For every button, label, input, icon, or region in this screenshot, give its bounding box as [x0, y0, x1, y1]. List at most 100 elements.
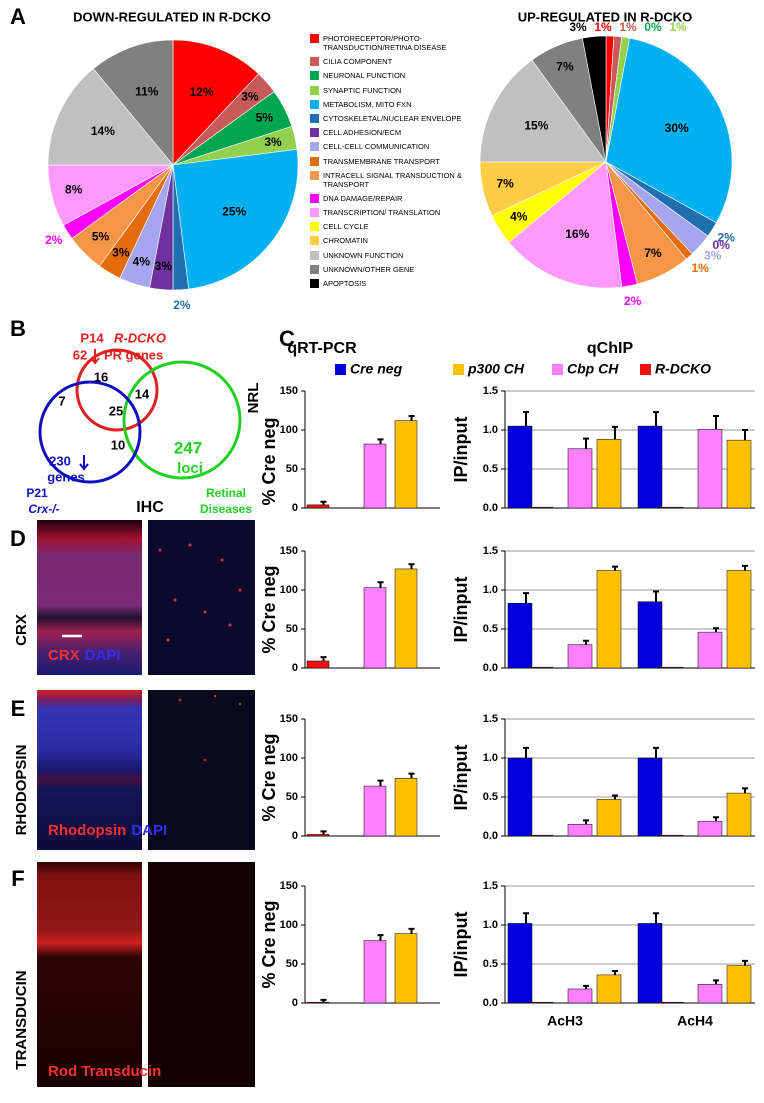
error-bar [377, 581, 384, 588]
y-tick-label: 1.5 [483, 713, 498, 725]
bar [567, 644, 593, 669]
pie-value-label: 15% [524, 119, 548, 133]
bar [528, 506, 554, 509]
y-tick-label: 0.0 [483, 830, 498, 842]
pie-value-label: 4% [133, 255, 151, 269]
legend-label: METABOLISM, MITO FXN [323, 99, 412, 109]
y-axis-label: % Cre neg [259, 900, 279, 988]
legend-swatch [310, 236, 319, 246]
y-tick-label: 0.5 [483, 958, 498, 970]
bar [726, 792, 752, 837]
legend-item: TRANSCRIPTION/ TRANSLATION [310, 208, 478, 218]
y-tick-label: 0 [292, 502, 298, 514]
legend-label: CILIA COMPONENT [323, 57, 393, 67]
ihc-image [148, 690, 255, 850]
bar [697, 820, 723, 837]
bar [306, 504, 330, 509]
venn-title: Retinal [206, 486, 246, 500]
bar [507, 425, 533, 509]
legend-label: NEURONAL FUNCTION [323, 71, 406, 81]
bar [596, 570, 622, 669]
legend-label: TRANSMEMBRANE TRANSPORT [323, 156, 440, 166]
ihc-image [148, 520, 255, 675]
pie-value-label: 0% [644, 20, 662, 34]
ihc-caption: Rhodopsin DAPI [48, 822, 167, 839]
error-bar [320, 500, 327, 505]
legend-label: DNA DAMAGE/REPAIR [323, 193, 403, 203]
pie-value-label: 30% [665, 121, 689, 135]
ihc-image [37, 690, 142, 850]
pie-value-label: 7% [644, 246, 662, 260]
bar [306, 660, 330, 669]
error-bar [653, 411, 659, 427]
legend-swatch [310, 170, 319, 180]
ihc-title: IHC [136, 499, 164, 516]
pie-slice: METABOLISM, MITO FXN [605, 37, 733, 224]
pie-title: UP-REGULATED IN R-DCKO [518, 9, 693, 24]
legend-item: DNA DAMAGE/REPAIR [310, 193, 478, 203]
error-bar [742, 787, 748, 794]
y-tick-label: 1.0 [483, 919, 498, 931]
legend-item: UNKNOWN/OTHER GENE [310, 264, 478, 274]
pie-value-label: 12% [190, 85, 214, 99]
error-bar [523, 746, 529, 758]
legend-label: Cre neg [350, 361, 403, 377]
y-tick-label: 100 [280, 424, 298, 436]
pie-value-label: 0% [713, 238, 731, 252]
y-tick-label: 50 [286, 623, 298, 635]
legend-swatch [310, 99, 319, 109]
error-bar [583, 639, 589, 645]
panel-letter: D [10, 526, 26, 551]
legend-swatch [310, 156, 319, 166]
bar [658, 1001, 684, 1004]
pie-value-label: 5% [256, 111, 274, 125]
y-tick-label: 100 [280, 919, 298, 931]
y-tick-label: 1.0 [483, 584, 498, 596]
legend-swatch [310, 34, 319, 43]
legend-swatch [310, 250, 319, 260]
legend-label: CYTOSKELETAL/NUCLEAR ENVELOPE [323, 113, 462, 123]
legend-swatch [453, 364, 464, 375]
gene-label: NRL [245, 383, 262, 414]
bar [726, 965, 752, 1004]
ihc-image [148, 862, 255, 1087]
ihc-dots [158, 543, 242, 642]
y-tick-label: 0 [292, 830, 298, 842]
bar [528, 1001, 554, 1004]
legend-swatch [310, 193, 319, 203]
pie-value-label: 2% [45, 233, 63, 247]
error-bar [523, 592, 529, 604]
pie-value-label: 3% [264, 135, 282, 149]
legend-label: UNKNOWN/OTHER GENE [323, 264, 415, 274]
bar [658, 666, 684, 669]
legend-item: INTRACELL SIGNAL TRANSDUCTION & TRANSPOR… [310, 170, 478, 189]
x-tick-label: AcH4 [677, 1013, 713, 1029]
venn-title: R-DCKO [114, 330, 166, 345]
venn-region-count: 25 [109, 403, 123, 418]
legend-item: CELL-CELL COMMUNICATION [310, 142, 478, 152]
y-axis-label: % Cre neg [259, 733, 279, 821]
y-tick-label: 150 [280, 545, 298, 557]
venn-title: Crx-/- [28, 502, 59, 516]
legend-swatch [310, 279, 319, 288]
bar [658, 506, 684, 509]
ihc-image [37, 862, 142, 1087]
legend-swatch [310, 264, 319, 274]
venn-circle [38, 380, 142, 484]
pie-value-label: 11% [135, 84, 159, 98]
error-bar [320, 998, 327, 1003]
legend-swatch [310, 208, 319, 218]
legend-item: CYTOSKELETAL/NUCLEAR ENVELOPE [310, 113, 478, 123]
pie-value-label: 4% [510, 210, 528, 224]
caption-part: DAPI [131, 822, 167, 839]
bar [637, 425, 663, 509]
pie-value-label: 14% [91, 124, 115, 138]
y-tick-label: 0 [292, 997, 298, 1009]
pie-slice: TRANSCRIPTION/ TRANSLATION [508, 161, 623, 289]
error-bar [320, 656, 327, 661]
venn-title: P14 [80, 330, 104, 345]
error-bar [742, 959, 748, 966]
venn-title: Diseases [200, 502, 252, 516]
bar [394, 933, 418, 1004]
bar [567, 824, 593, 837]
